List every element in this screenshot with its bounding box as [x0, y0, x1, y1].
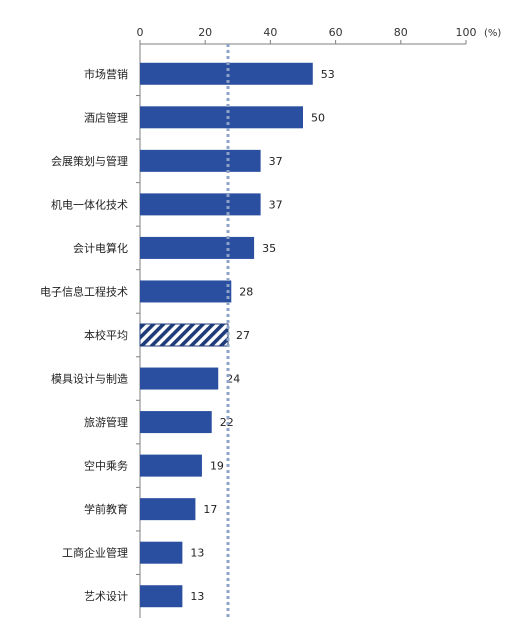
bar	[140, 411, 212, 434]
bar	[140, 62, 313, 85]
value-label: 13	[190, 547, 204, 560]
value-label: 37	[269, 155, 283, 168]
category-label: 电子信息工程技术	[40, 284, 128, 298]
bar	[140, 585, 183, 608]
category-label: 学前教育	[84, 502, 128, 516]
bar	[140, 149, 261, 172]
category-label: 本校平均	[84, 328, 128, 342]
category-label: 旅游管理	[84, 415, 128, 429]
bar	[140, 498, 196, 521]
bar	[140, 236, 255, 259]
bar	[140, 106, 303, 129]
value-label: 19	[210, 460, 224, 473]
x-tick-label: 100	[456, 26, 477, 39]
category-label: 艺术设计	[84, 590, 128, 603]
bar	[140, 193, 261, 216]
value-label: 53	[321, 68, 335, 81]
x-tick-label: 0	[137, 26, 144, 39]
bar-average	[139, 323, 229, 347]
x-tick-label: 20	[198, 26, 212, 39]
x-tick-label: 40	[263, 26, 277, 39]
x-tick-label: 60	[329, 26, 343, 39]
category-label: 工商企业管理	[62, 546, 128, 560]
value-label: 28	[239, 285, 253, 298]
category-label: 空中乘务	[84, 459, 128, 473]
x-tick-label: 80	[394, 26, 408, 39]
category-label: 酒店管理	[84, 110, 128, 124]
value-label: 37	[269, 198, 283, 211]
x-unit-label: (%)	[484, 28, 501, 39]
bar	[140, 280, 232, 303]
value-label: 35	[262, 242, 276, 255]
category-label: 市场营销	[84, 67, 128, 81]
category-label: 会计电算化	[73, 241, 128, 255]
value-label: 27	[236, 329, 250, 342]
value-label: 13	[190, 590, 204, 603]
category-label: 模具设计与制造	[51, 372, 128, 386]
category-label: 机电一体化技术	[51, 197, 128, 211]
value-label: 50	[311, 111, 325, 124]
bar	[140, 541, 183, 564]
value-label: 24	[226, 373, 240, 386]
category-label: 会展策划与管理	[51, 154, 128, 168]
bar	[140, 454, 202, 477]
bar	[140, 367, 219, 390]
value-label: 17	[203, 503, 217, 516]
